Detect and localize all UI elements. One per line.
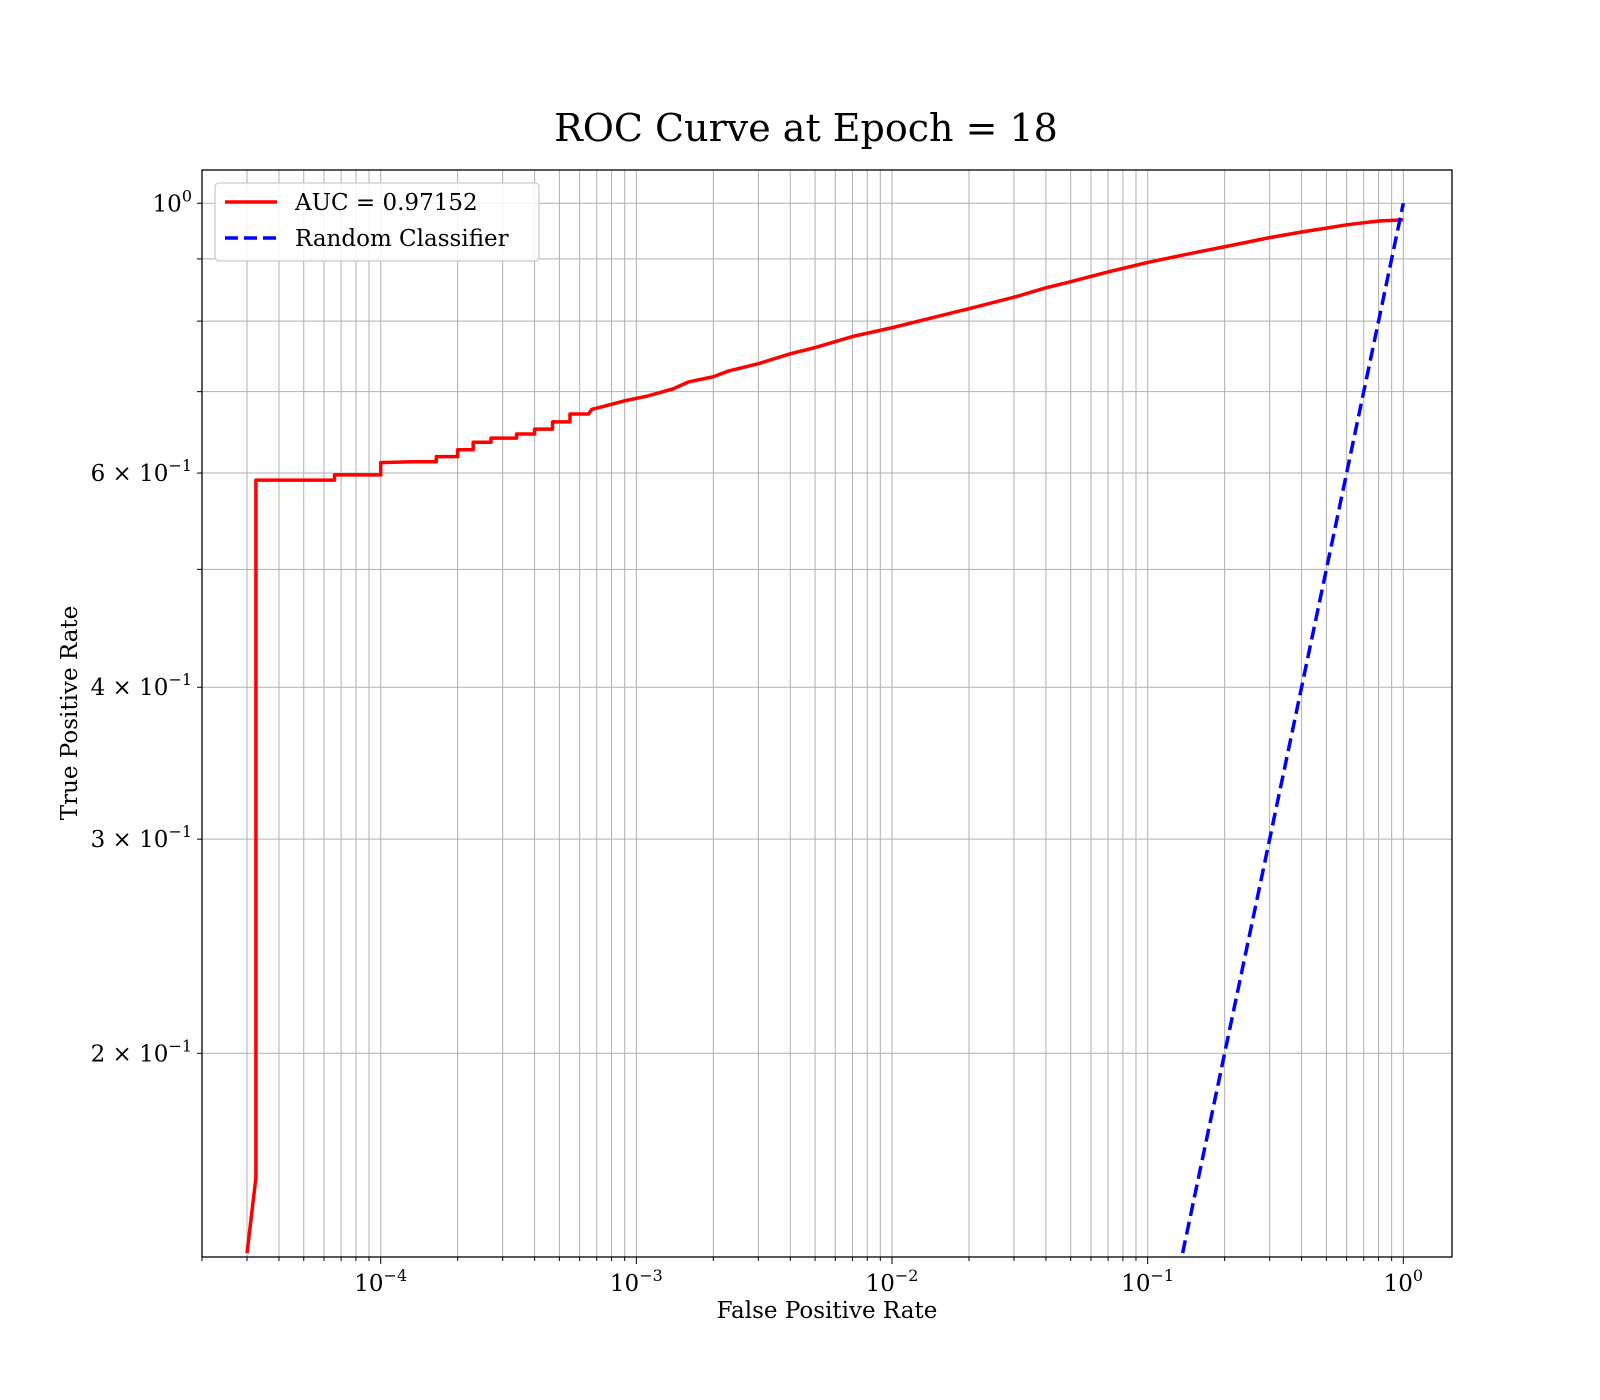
- random-classifier-line: [1180, 202, 1406, 1254]
- roc-curve-line: [245, 218, 1404, 1254]
- plot-area-frame: [201, 169, 1453, 1258]
- y-tick-label: 100: [153, 186, 192, 217]
- x-axis-label: False Positive Rate: [717, 1298, 938, 1324]
- chart-title: ROC Curve at Epoch = 18: [554, 106, 1058, 150]
- y-tick-label: 3 × 10−1: [91, 822, 192, 853]
- x-tick-label: 10−4: [354, 1266, 407, 1297]
- y-axis-label: True Positive Rate: [57, 606, 83, 821]
- x-tick-label: 10−1: [1121, 1266, 1174, 1297]
- legend-label-random: Random Classifier: [295, 226, 509, 252]
- y-tick-label: 4 × 10−1: [91, 670, 192, 701]
- x-tick-label: 100: [1384, 1266, 1423, 1297]
- legend-label-auc: AUC = 0.97152: [294, 190, 478, 216]
- y-tick-label: 2 × 10−1: [91, 1036, 192, 1067]
- legend-box: [214, 182, 540, 262]
- grid-lines: [201, 170, 1452, 1257]
- y-tick-label: 6 × 10−1: [91, 456, 192, 487]
- axis-ticks: 10−4 10−3 10−2 10−1 100 2 × 10−1 3 × 10−1 4 × 1…: [91, 186, 1423, 1297]
- x-tick-label: 10−2: [866, 1266, 919, 1297]
- series-lines: [245, 202, 1406, 1254]
- x-tick-label: 10−3: [610, 1266, 663, 1297]
- legend: AUC = 0.97152 Random Classifier: [214, 182, 540, 262]
